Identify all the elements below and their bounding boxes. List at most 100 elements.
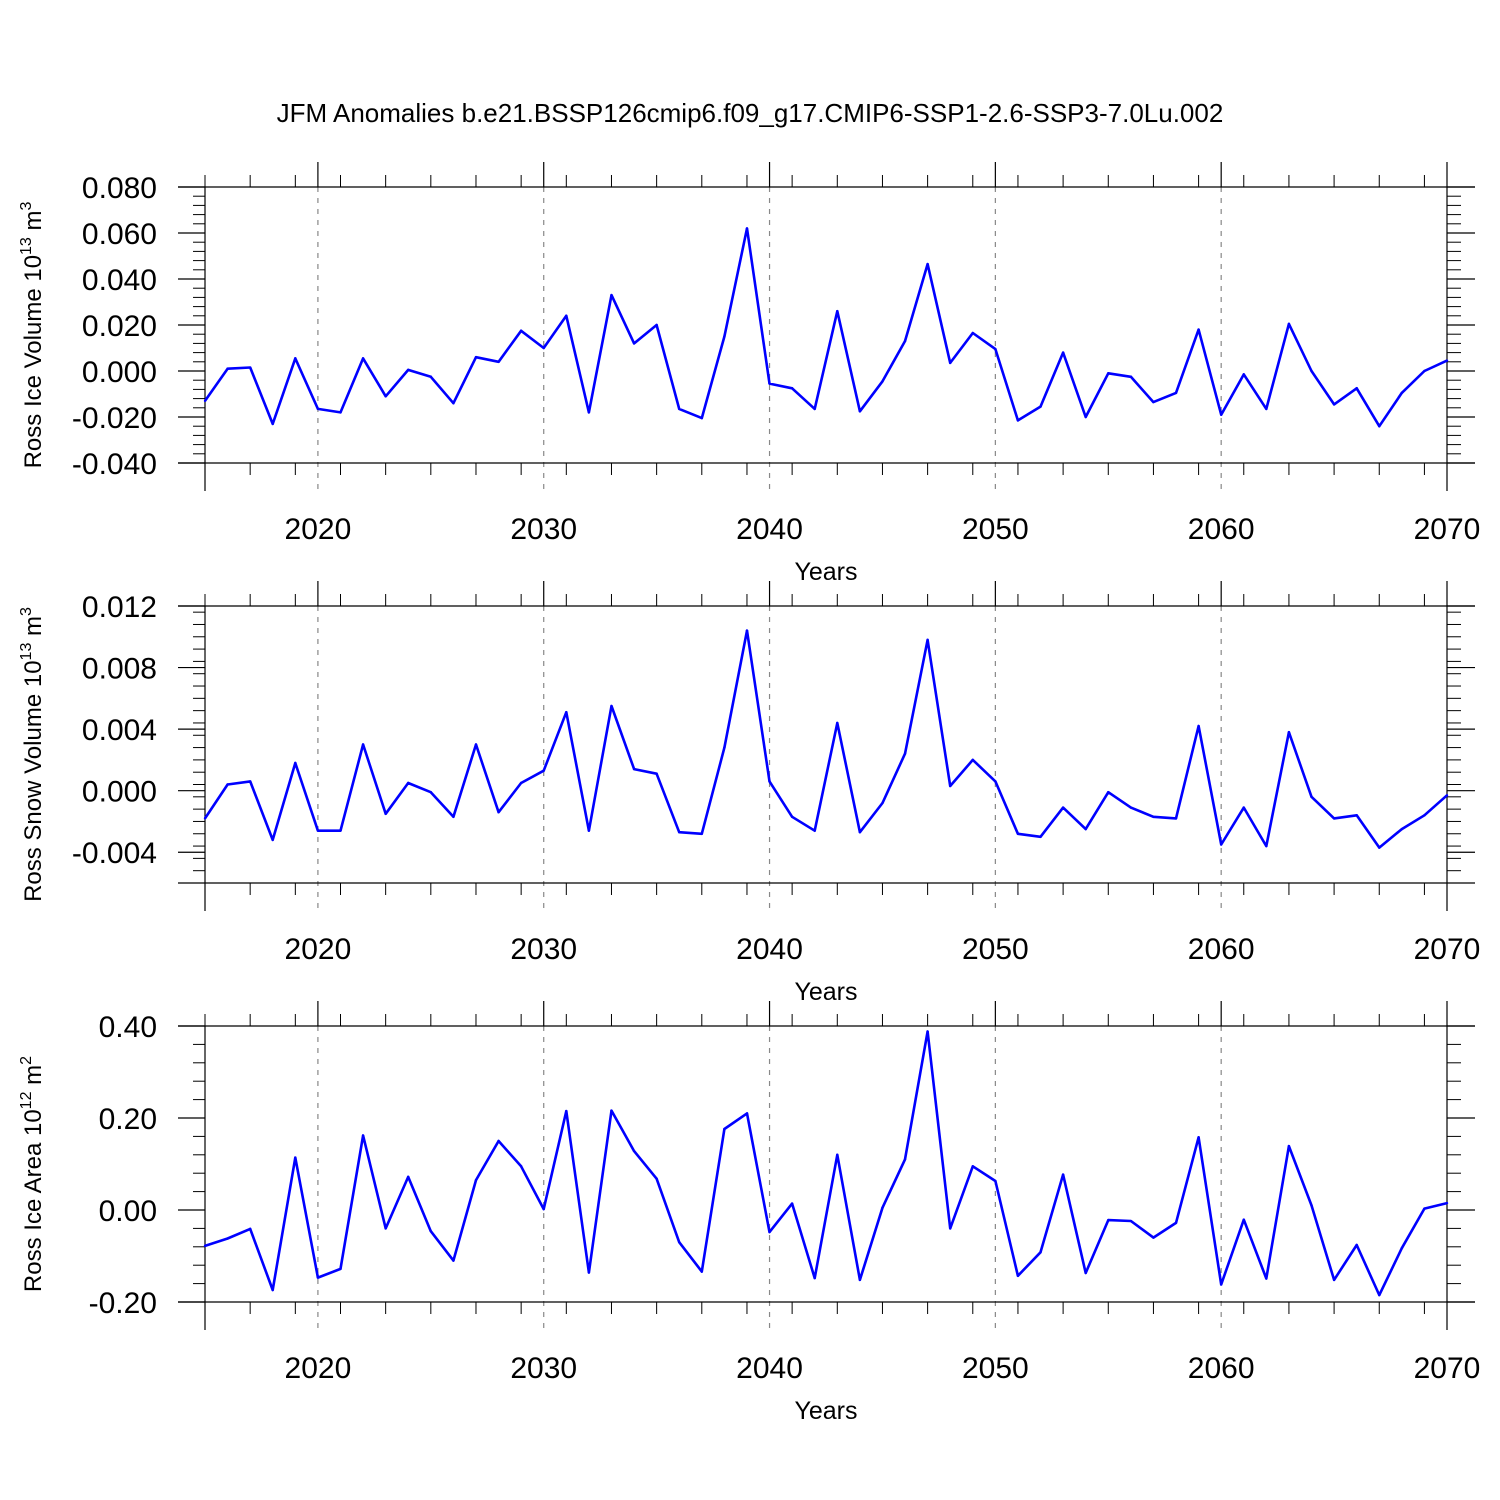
- x-tick-label: 2040: [736, 933, 803, 966]
- data-point: [1129, 806, 1133, 809]
- y-tick-label: 0.000: [82, 356, 157, 389]
- data-point: [294, 1156, 297, 1159]
- series-line: [203, 227, 1448, 428]
- data-point: [452, 1259, 455, 1262]
- data-point: [294, 761, 297, 765]
- x-tick-label: 2030: [510, 933, 577, 966]
- data-point: [497, 1139, 500, 1143]
- data-point: [1332, 817, 1336, 820]
- data-point: [1197, 1136, 1200, 1139]
- x-tick-label: 2060: [1188, 933, 1255, 966]
- data-point: [745, 629, 749, 632]
- data-point: [1400, 1246, 1404, 1250]
- data-point: [1061, 806, 1065, 809]
- data-point: [858, 1278, 862, 1282]
- data-point: [678, 831, 681, 834]
- data-point: [1016, 1274, 1020, 1277]
- data-point: [542, 769, 545, 772]
- data-point: [339, 411, 342, 414]
- data-point: [1039, 835, 1042, 839]
- data-point: [678, 1241, 681, 1244]
- y-axis-label-unit: m: [20, 1065, 47, 1092]
- x-tick-label: 2020: [285, 1352, 352, 1385]
- y-tick-label: 0.004: [82, 714, 157, 747]
- data-point: [1287, 730, 1291, 734]
- data-point: [903, 1158, 907, 1161]
- data-point: [813, 1276, 816, 1280]
- data-point: [971, 331, 974, 335]
- data-point: [226, 783, 229, 786]
- data-point: [1378, 1293, 1381, 1297]
- data-point: [632, 342, 636, 345]
- data-point: [768, 1230, 771, 1234]
- data-point: [565, 314, 568, 317]
- x-tick-label: 2050: [962, 933, 1029, 966]
- data-point: [723, 746, 726, 749]
- data-point: [836, 310, 839, 313]
- data-point: [836, 1153, 839, 1157]
- data-point: [881, 801, 884, 805]
- data-point: [655, 1177, 658, 1180]
- data-point: [384, 1227, 387, 1230]
- y-axis-label: Ross Ice Volume 1013 m3: [18, 201, 47, 468]
- data-point: [1152, 400, 1155, 404]
- data-point: [294, 357, 297, 360]
- y-axis-label-exponent: 13: [18, 237, 35, 255]
- x-tick-label: 2070: [1414, 933, 1481, 966]
- data-point: [519, 329, 523, 332]
- data-point: [248, 1227, 252, 1231]
- x-tick-label: 2020: [285, 933, 352, 966]
- data-point: [1061, 351, 1065, 354]
- y-tick-label: 0.040: [82, 264, 157, 297]
- data-point: [1129, 375, 1133, 378]
- data-point: [384, 395, 387, 398]
- data-point: [1084, 415, 1087, 419]
- x-tick-label: 2020: [285, 513, 352, 546]
- data-point: [768, 382, 771, 385]
- data-point: [474, 356, 478, 359]
- x-tick-label: 2030: [510, 513, 577, 546]
- data-point: [1174, 817, 1178, 820]
- data-point: [858, 831, 862, 834]
- data-point: [655, 323, 658, 327]
- y-tick-label: 0.20: [99, 1103, 157, 1136]
- data-point: [1061, 1173, 1065, 1176]
- data-point: [1378, 846, 1381, 849]
- x-tick-label: 2040: [736, 1352, 803, 1385]
- data-point: [813, 407, 816, 411]
- x-tick-label: 2070: [1414, 1352, 1481, 1385]
- data-point: [790, 1202, 794, 1205]
- data-point: [407, 368, 410, 372]
- data-point: [1242, 1218, 1245, 1221]
- data-point: [1355, 387, 1358, 390]
- y-axis-label-unit-exponent: 2: [18, 1056, 35, 1065]
- chart-title: JFM Anomalies b.e21.BSSP126cmip6.f09_g17…: [276, 98, 1224, 128]
- data-point: [565, 1109, 568, 1113]
- data-point: [1400, 391, 1404, 395]
- data-point: [768, 780, 771, 783]
- data-point: [1174, 391, 1178, 395]
- data-point: [1084, 1271, 1087, 1275]
- y-axis-label-unit: m: [20, 616, 47, 643]
- data-point: [271, 1288, 274, 1292]
- data-point: [1084, 827, 1087, 831]
- y-axis-label-unit-exponent: 3: [18, 607, 35, 616]
- data-point: [203, 1244, 207, 1248]
- y-tick-label: 0.020: [82, 310, 157, 343]
- data-point: [700, 1270, 703, 1273]
- data-point: [429, 791, 433, 794]
- y-axis-label-unit: m: [20, 210, 47, 237]
- data-point: [1355, 814, 1358, 817]
- data-point: [407, 1175, 410, 1179]
- data-point: [790, 387, 794, 390]
- data-point: [519, 1165, 523, 1168]
- data-point: [610, 293, 613, 297]
- panel-ross-ice-volume: -0.040 -0.020 0.000 0.020 0.040 0.060 0.080 202…: [18, 162, 1480, 586]
- data-point: [994, 780, 997, 783]
- data-point: [1287, 1144, 1291, 1148]
- data-point: [587, 1271, 591, 1274]
- data-point: [1219, 413, 1223, 416]
- data-point: [1016, 419, 1020, 422]
- data-point: [497, 360, 500, 363]
- data-point: [1355, 1243, 1358, 1247]
